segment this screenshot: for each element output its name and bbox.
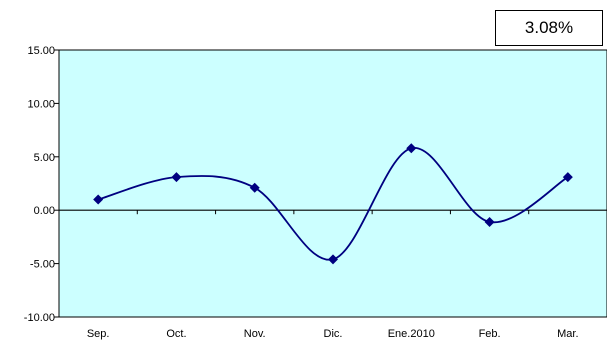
plot-area [58, 49, 607, 318]
data-point-marker [328, 254, 338, 265]
data-point-marker [562, 172, 573, 183]
x-tick-label: Mar. [557, 328, 578, 340]
x-tick-label: Feb. [479, 328, 501, 340]
x-tick-label: Ene.2010 [388, 328, 435, 340]
y-tick-label: -10.00 [24, 312, 55, 324]
y-tick-label: 15.00 [27, 45, 55, 57]
callout-value: 3.08% [524, 18, 574, 37]
y-tick-label: 5.00 [34, 152, 55, 164]
data-point-marker [406, 143, 417, 154]
data-point-marker [171, 172, 182, 183]
data-point-marker [484, 216, 495, 227]
x-tick-label: Nov. [244, 328, 266, 340]
y-tick-label: 10.00 [27, 98, 55, 110]
y-axis: -10.00 -5.00 0.00 5.00 10.00 15.00 [24, 45, 59, 324]
x-axis: Sep. Oct. Nov. Dic. Ene.2010 Feb. Mar. [87, 210, 579, 340]
data-point-marker [93, 194, 104, 205]
x-tick-label: Sep. [87, 328, 110, 340]
y-tick-label: -5.00 [30, 259, 55, 271]
series-markers [93, 143, 573, 265]
x-tick-label: Dic. [324, 328, 343, 340]
x-tick-label: Oct. [166, 328, 186, 340]
data-point-marker [249, 182, 260, 193]
value-callout: 3.08% [495, 10, 603, 46]
y-tick-label: 0.00 [34, 205, 55, 217]
